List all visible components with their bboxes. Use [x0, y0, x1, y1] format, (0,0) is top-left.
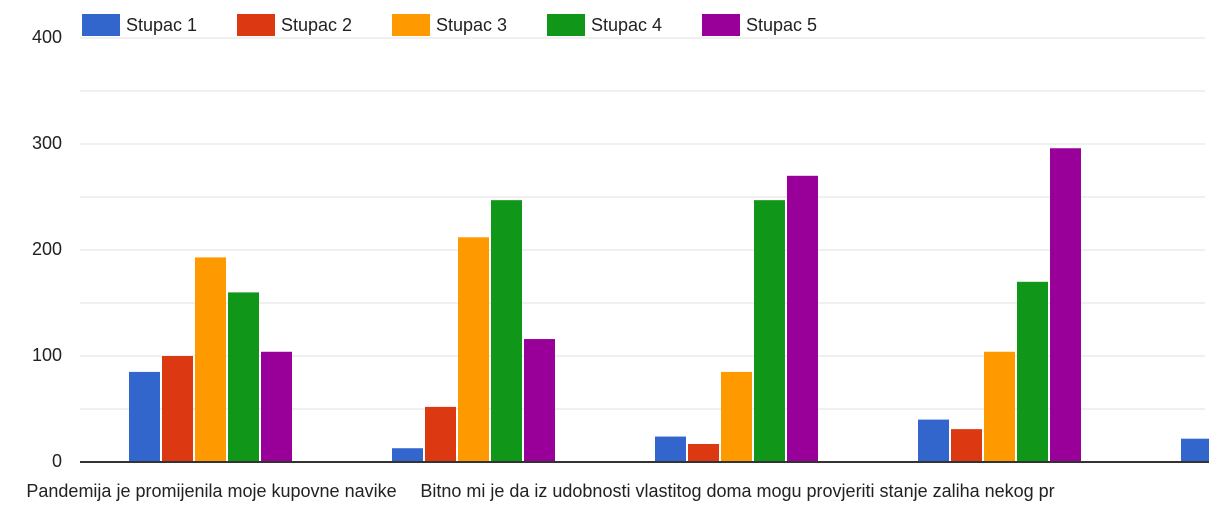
bar [524, 339, 555, 462]
x-tick-label: Pandemija je promijenila moje kupovne na… [26, 481, 396, 501]
y-tick-label: 400 [32, 27, 62, 47]
legend-swatch [392, 14, 430, 36]
legend-swatch [547, 14, 585, 36]
bar [458, 237, 489, 462]
legend-swatch [702, 14, 740, 36]
y-tick-label: 0 [52, 451, 62, 471]
bar [721, 371, 752, 462]
bar [228, 292, 259, 462]
bar [655, 436, 686, 462]
bar [1181, 438, 1209, 462]
x-tick-label: Bitno mi je da iz udobnosti vlastitog do… [420, 481, 1054, 501]
legend-label: Stupac 3 [436, 15, 507, 35]
y-tick-label: 100 [32, 345, 62, 365]
bar [261, 351, 292, 462]
legend-label: Stupac 1 [126, 15, 197, 35]
legend-label: Stupac 4 [591, 15, 662, 35]
y-tick-label: 300 [32, 133, 62, 153]
bar [1050, 148, 1081, 463]
legend-swatch [82, 14, 120, 36]
bar [787, 175, 818, 463]
bar [162, 356, 193, 462]
bar [195, 257, 226, 462]
bar [392, 448, 423, 462]
legend-swatch [237, 14, 275, 36]
bar [491, 200, 522, 462]
bar [1017, 281, 1048, 462]
y-tick-label: 200 [32, 239, 62, 259]
bar [129, 371, 160, 462]
bar [951, 429, 982, 462]
bar [918, 419, 949, 462]
bar [984, 351, 1015, 462]
legend-label: Stupac 2 [281, 15, 352, 35]
legend-label: Stupac 5 [746, 15, 817, 35]
bar [688, 443, 719, 462]
bar [754, 200, 785, 462]
bar [425, 406, 456, 462]
